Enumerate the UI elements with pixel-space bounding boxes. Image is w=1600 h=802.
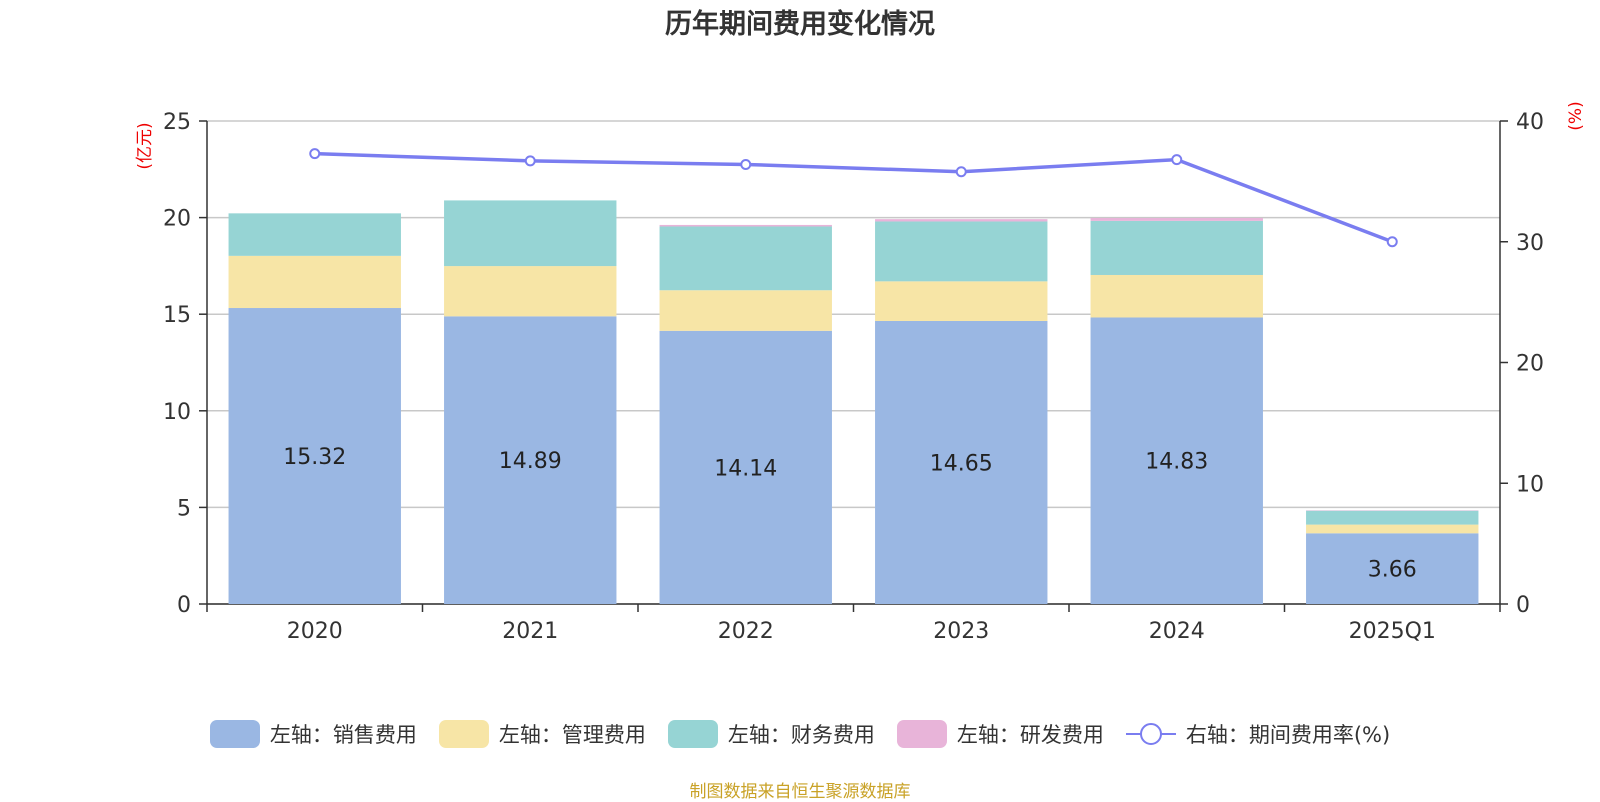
legend-label: 右轴：期间费用率(%) [1186, 719, 1390, 749]
legend-swatch [897, 720, 947, 748]
line-point-2021 [526, 156, 535, 165]
bar-4-2024 [1091, 218, 1263, 221]
bar-3-2024 [1091, 221, 1263, 275]
legend-label: 左轴：管理费用 [499, 719, 646, 749]
y-left-unit-label: (亿元) [135, 122, 155, 169]
legend-item[interactable]: 左轴：管理费用 [439, 719, 646, 749]
legend-swatch [210, 720, 260, 748]
legend-item[interactable]: 右轴：期间费用率(%) [1126, 719, 1390, 749]
bar-2-2023 [875, 281, 1047, 321]
y-right-tick-label: 10 [1516, 472, 1544, 497]
line-point-2025Q1 [1388, 237, 1397, 246]
y-right-tick-label: 40 [1516, 110, 1544, 135]
y-left-tick-label: 5 [177, 496, 191, 521]
chart-plot: 0 5 10 15 20 25 0 10 20 30 40 (亿元) (%) 2020 2021 2022 20… [0, 0, 1600, 700]
bar-3-2021 [444, 200, 616, 266]
line-point-2022 [741, 160, 750, 169]
bar-2-2024 [1091, 275, 1263, 318]
legend-item[interactable]: 左轴：财务费用 [668, 719, 875, 749]
legend-swatch [668, 720, 718, 748]
y-right-unit-label: (%) [1566, 101, 1586, 130]
chart-legend: 左轴：销售费用 左轴：管理费用 左轴：财务费用 左轴：研发费用 右轴：期间费用率(%) [0, 719, 1600, 749]
source-note: 制图数据来自恒生聚源数据库 [0, 777, 1600, 802]
legend-swatch [1126, 720, 1176, 748]
x-tick-label: 2020 [287, 619, 343, 644]
x-tick-label: 2021 [502, 619, 558, 644]
bar-3-2023 [875, 221, 1047, 281]
legend-label: 左轴：研发费用 [957, 719, 1104, 749]
bar-2-2022 [660, 290, 832, 331]
bar-data-label: 14.89 [499, 449, 562, 474]
line-point-2023 [957, 167, 966, 176]
y-right-tick-label: 30 [1516, 231, 1544, 256]
x-tick-label: 2023 [933, 619, 989, 644]
legend-swatch [439, 720, 489, 748]
x-tick-label: 2022 [718, 619, 774, 644]
line-point-2020 [310, 149, 319, 158]
bar-data-label: 14.65 [930, 451, 993, 476]
y-right-tick-label: 20 [1516, 352, 1544, 377]
x-tick-label: 2024 [1149, 619, 1205, 644]
y-right-tick-label: 0 [1516, 593, 1530, 618]
bar-4-2022 [660, 225, 832, 227]
y-left-tick-label: 25 [163, 110, 191, 135]
y-left-tick-label: 10 [163, 400, 191, 425]
bar-data-label: 3.66 [1368, 558, 1417, 583]
legend-item[interactable]: 左轴：研发费用 [897, 719, 1104, 749]
bar-data-label: 14.14 [714, 456, 777, 481]
legend-item[interactable]: 左轴：销售费用 [210, 719, 417, 749]
bar-data-label: 15.32 [283, 445, 346, 470]
bar-data-label: 14.83 [1145, 450, 1208, 475]
bar-3-2022 [660, 226, 832, 290]
bar-4-2023 [875, 219, 1047, 221]
bar-2-2025Q1 [1306, 525, 1478, 534]
bar-3-2025Q1 [1306, 511, 1478, 525]
y-left-tick-label: 20 [163, 207, 191, 232]
bar-2-2020 [229, 256, 401, 308]
legend-label: 左轴：销售费用 [270, 719, 417, 749]
y-left-tick-label: 0 [177, 593, 191, 618]
bar-3-2020 [229, 213, 401, 256]
x-tick-label: 2025Q1 [1349, 619, 1436, 644]
legend-label: 左轴：财务费用 [728, 719, 875, 749]
line-point-2024 [1172, 155, 1181, 164]
bar-2-2021 [444, 266, 616, 316]
y-left-tick-label: 15 [163, 303, 191, 328]
